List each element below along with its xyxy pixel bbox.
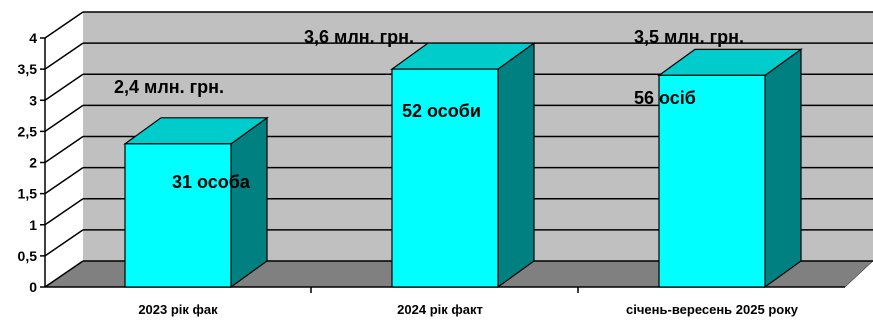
category-label: 2024 рік факт [397,302,483,317]
y-tick-label: 1 [29,217,37,233]
bars [123,41,803,289]
gridline-diagonal [44,260,84,288]
gridline-diagonal [44,73,84,101]
gridline-diagonal [44,11,84,39]
y-tick-label: 0,5 [18,248,38,264]
y-tick-label: 2,5 [18,123,38,139]
people-count-label: 52 особи [402,101,481,121]
y-tick-label: 2 [29,155,37,171]
people-count-label: 31 особа [172,172,251,192]
bar [391,68,499,288]
y-tick-label: 1,5 [18,186,38,202]
category-label: січень-вересень 2025 року [626,302,799,317]
gridline-diagonal [44,167,84,195]
bar-side [230,116,268,289]
gridline-diagonal [44,42,84,70]
y-tick-label: 0 [29,279,37,295]
bar-side [497,41,535,289]
gridline-diagonal [44,135,84,164]
amount-label: 3,6 млн. грн. [304,27,414,47]
y-axis-ticks: 0 0,5 1 1,5 2 2,5 3 3,5 4 [18,30,38,295]
category-label: 2023 рік фак [138,302,218,317]
people-count-label: 56 осіб [634,88,696,108]
bar-side [764,48,802,289]
y-tick-label: 3,5 [18,61,38,77]
gridline-diagonal [44,198,84,226]
y-tick-label: 4 [29,30,37,46]
amount-label: 3,5 млн. грн. [634,27,744,47]
y-tick-label: 3 [29,92,37,108]
amount-labels: 2,4 млн. грн. 3,6 млн. грн. 3,5 млн. грн… [114,27,744,97]
amount-label: 2,4 млн. грн. [114,77,224,97]
bar [658,74,766,288]
people-labels: 31 особа 52 особи 56 осіб [172,88,696,192]
gridline-diagonal [44,229,84,257]
x-axis-categories: 2023 рік фак 2024 рік факт січень-вересе… [138,302,798,317]
bar [124,143,232,288]
gridline-diagonal [44,104,84,132]
